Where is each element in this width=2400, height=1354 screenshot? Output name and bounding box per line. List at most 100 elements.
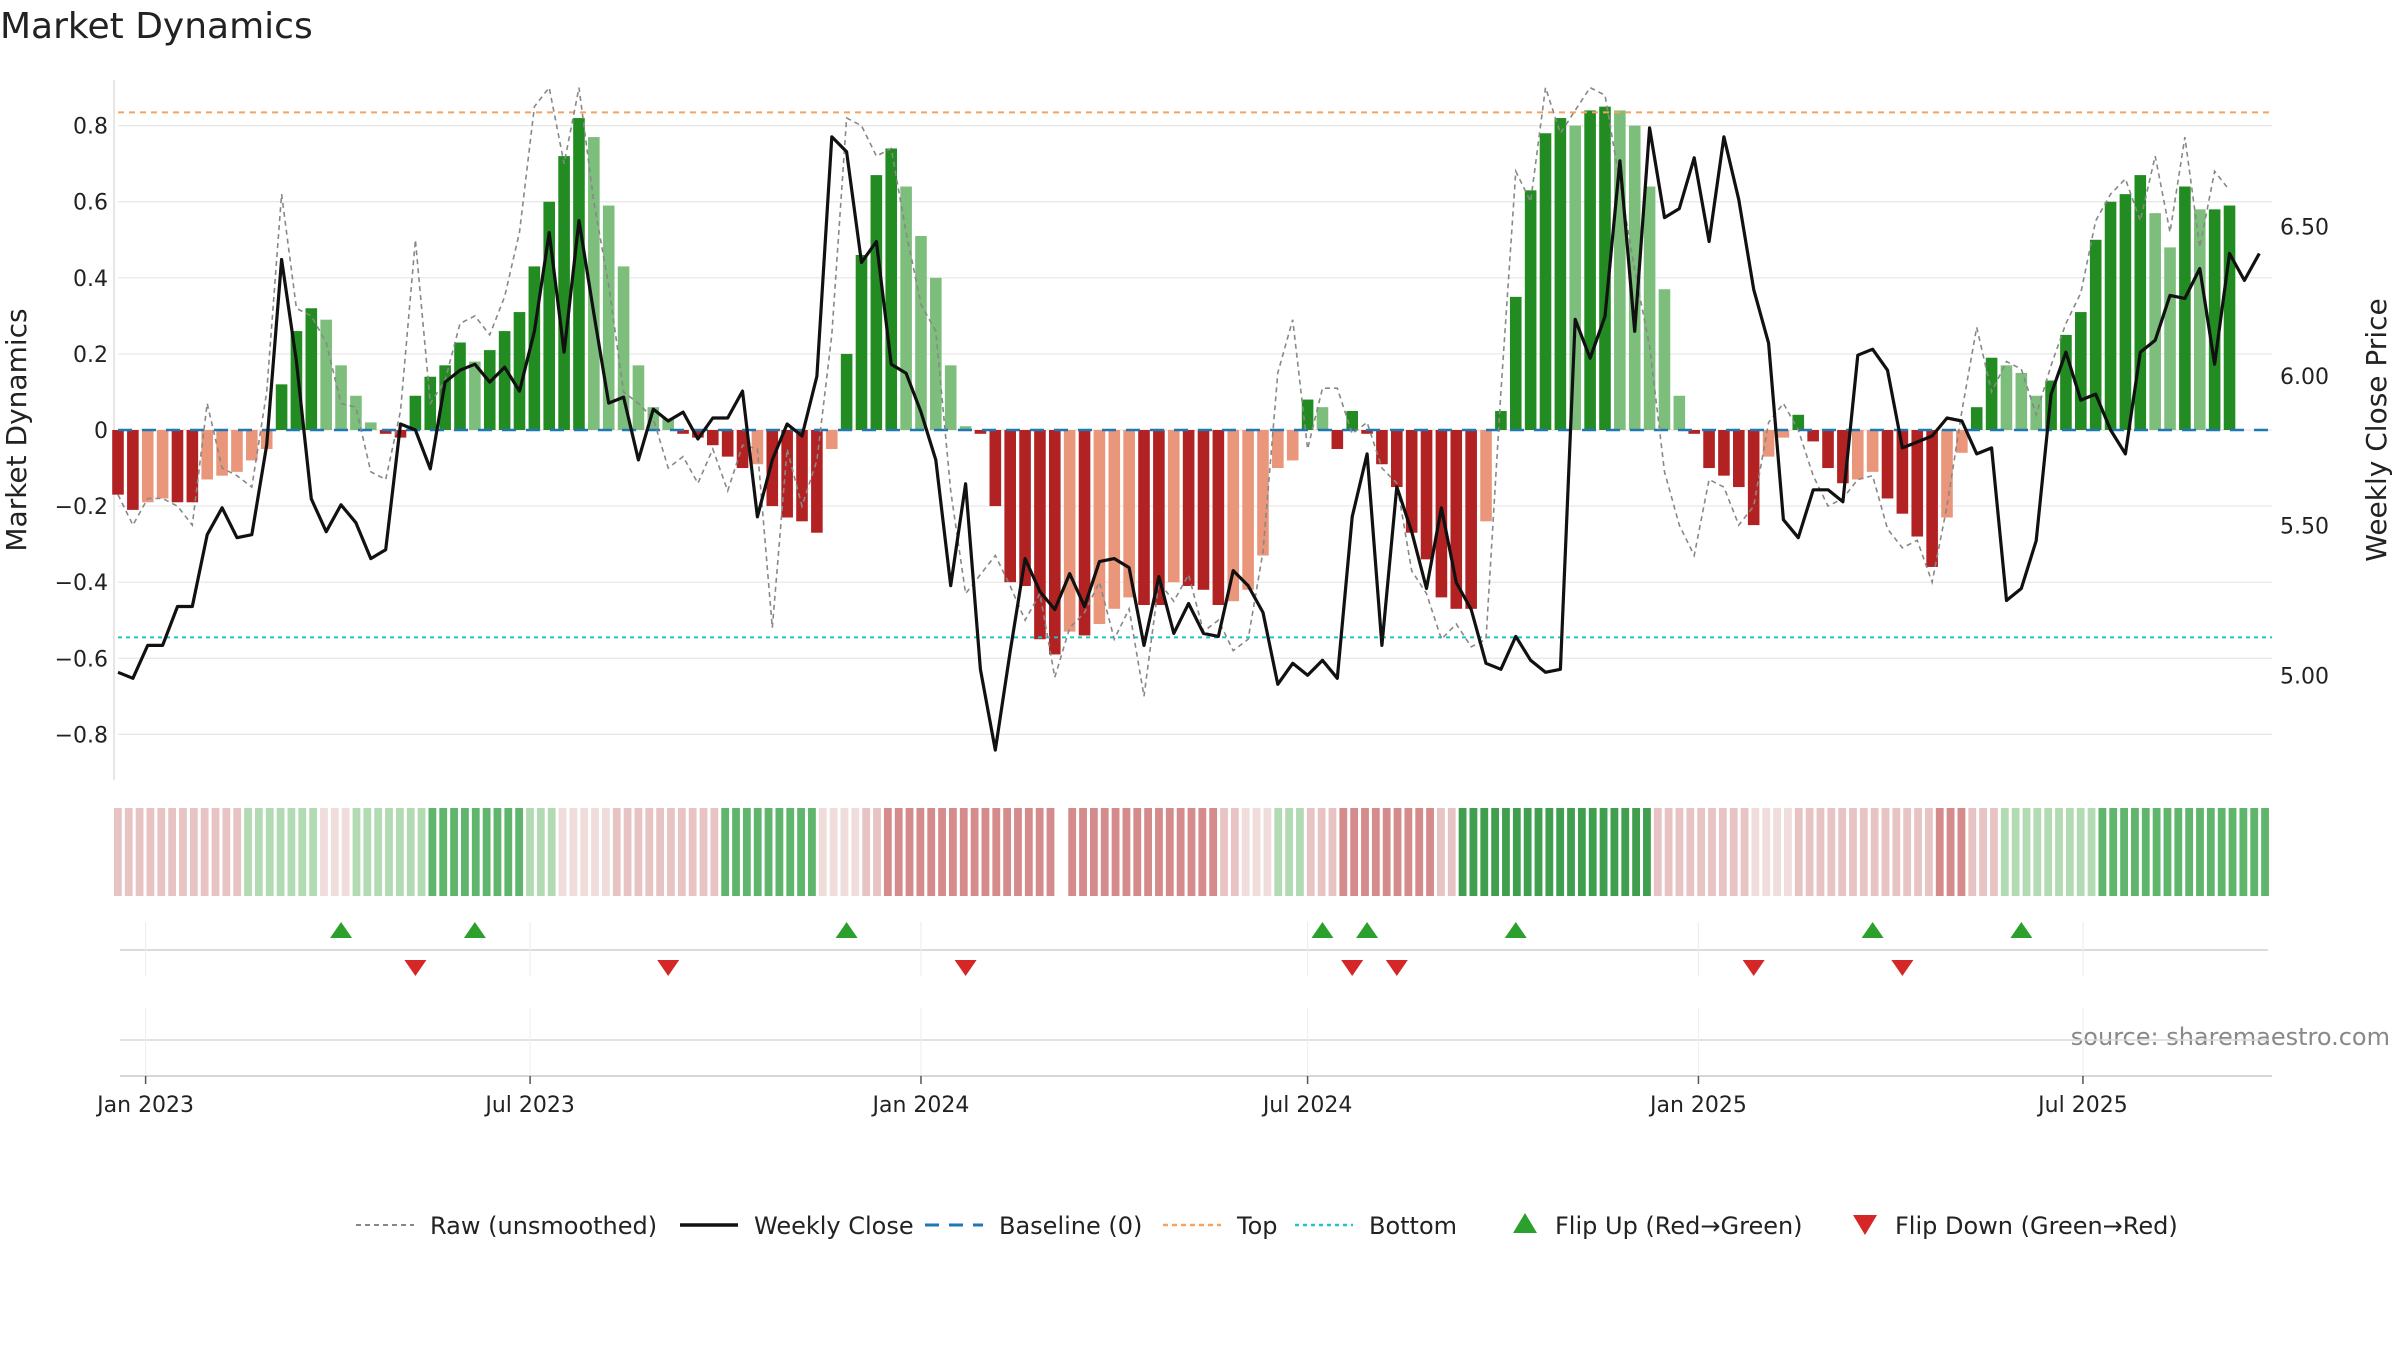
dynamics-bar (1153, 430, 1165, 605)
regime-cell (1729, 808, 1738, 896)
weekly-close-line (117, 126, 2261, 752)
dynamics-bar (692, 430, 704, 438)
y-tick-label: 0.2 (73, 343, 108, 368)
dynamics-bar (1197, 430, 1210, 590)
dynamics-bar (1048, 430, 1061, 655)
dynamics-bar (127, 430, 139, 510)
regime-cell (1339, 808, 1348, 896)
y-tick-label: −0.6 (55, 647, 108, 672)
regime-cell (2174, 808, 2183, 896)
dynamics-bar (1851, 430, 1864, 480)
regime-cell (417, 808, 426, 896)
dynamics-bar (900, 186, 912, 430)
dynamics-bar (1331, 430, 1344, 450)
dynamics-bar (141, 430, 154, 503)
regime-cell (1176, 808, 1185, 896)
flip-up-marker (2010, 922, 2033, 938)
dynamics-bar (1703, 430, 1715, 469)
dynamics-bar (171, 430, 184, 503)
regime-cell (493, 808, 502, 896)
regime-cell (1643, 808, 1651, 896)
legend-label: Baseline (0) (999, 1212, 1142, 1240)
regime-cell (2239, 808, 2248, 896)
regime-cell (2152, 808, 2161, 896)
regime-cell (927, 808, 936, 896)
regime-cell (938, 808, 946, 896)
dynamics-bar (1837, 430, 1849, 484)
regime-cell (1480, 808, 1489, 896)
regime-cell (298, 808, 307, 896)
regime-cell (1859, 808, 1868, 896)
regime-cell (601, 808, 610, 896)
regime-cell (1296, 808, 1304, 896)
regime-cell (482, 808, 491, 896)
x-tick-label: Jul 2024 (1261, 1093, 1353, 1118)
regime-cell (1849, 808, 1857, 896)
dynamics-bar (1554, 118, 1567, 430)
legend-label: Flip Up (Red→Green) (1555, 1212, 1803, 1240)
regime-cell (1014, 808, 1022, 896)
dynamics-bar (350, 395, 362, 430)
dynamics-bar (1405, 430, 1418, 533)
dynamics-bar (751, 430, 764, 465)
regime-cell (1805, 808, 1814, 896)
regime-cell (309, 808, 318, 896)
regime-cell (1502, 808, 1510, 896)
legend-label: Weekly Close (754, 1212, 914, 1240)
regime-cell (1079, 808, 1087, 896)
dynamics-bar (112, 430, 124, 495)
regime-cell (2163, 808, 2172, 896)
regime-cell (2033, 808, 2042, 896)
dynamics-bar (246, 430, 258, 461)
dynamics-bar (2149, 213, 2161, 430)
dynamics-bar (1093, 430, 1106, 625)
regime-cell (1577, 808, 1586, 896)
main-plot-area: 0.8 0.6 0.4 0.2 0 −0.2 −0.4 −0.6 −0.8 6.50 6.00 5.5… (55, 80, 2329, 780)
regime-cell (1523, 808, 1532, 896)
regime-cell (439, 808, 448, 896)
regime-cell (200, 808, 209, 896)
dynamics-bar (1167, 430, 1180, 583)
dynamics-bar (305, 308, 318, 430)
legend-item: Flip Down (Green→Red) (1853, 1212, 2178, 1240)
regime-cell (547, 808, 556, 896)
regime-cell (341, 808, 350, 896)
regime-cell (287, 808, 296, 896)
regime-cell (612, 808, 621, 896)
dynamics-bar (2193, 209, 2206, 430)
regime-cell (786, 808, 795, 896)
dynamics-bar (1524, 190, 1537, 430)
dynamics-bar (1465, 430, 1477, 609)
x-tick-label: Jan 2025 (1648, 1093, 1747, 1118)
regime-cell (1371, 808, 1380, 896)
dynamics-bar (1688, 430, 1701, 434)
regime-cell (2217, 808, 2226, 896)
regime-cell (558, 808, 567, 896)
regime-cell (1024, 808, 1033, 896)
legend-item: Baseline (0) (925, 1212, 1142, 1240)
regime-cell (1773, 808, 1781, 896)
dynamics-bar (1539, 133, 1552, 430)
dynamics-bar (1034, 430, 1046, 640)
regime-cell (222, 808, 231, 896)
dynamics-bar (1004, 430, 1016, 583)
dynamics-bar (498, 331, 511, 430)
regime-cell (1621, 808, 1630, 896)
regime-cell (818, 808, 827, 896)
regime-cell (265, 808, 274, 896)
regime-cell (1306, 808, 1315, 896)
legend-item: Top (1163, 1212, 1278, 1240)
regime-cell (1664, 808, 1673, 896)
dynamics-bar (662, 418, 674, 430)
regime-cell (764, 808, 773, 896)
regime-cell (1924, 808, 1933, 896)
regime-cell (742, 808, 751, 896)
dynamics-bar (1301, 399, 1314, 430)
dynamics-bar (825, 430, 838, 450)
regime-cell (949, 808, 957, 896)
dynamics-bar (483, 350, 496, 430)
regime-cell (168, 808, 177, 896)
dynamics-bar (1242, 430, 1254, 590)
dynamics-bar (781, 430, 793, 518)
